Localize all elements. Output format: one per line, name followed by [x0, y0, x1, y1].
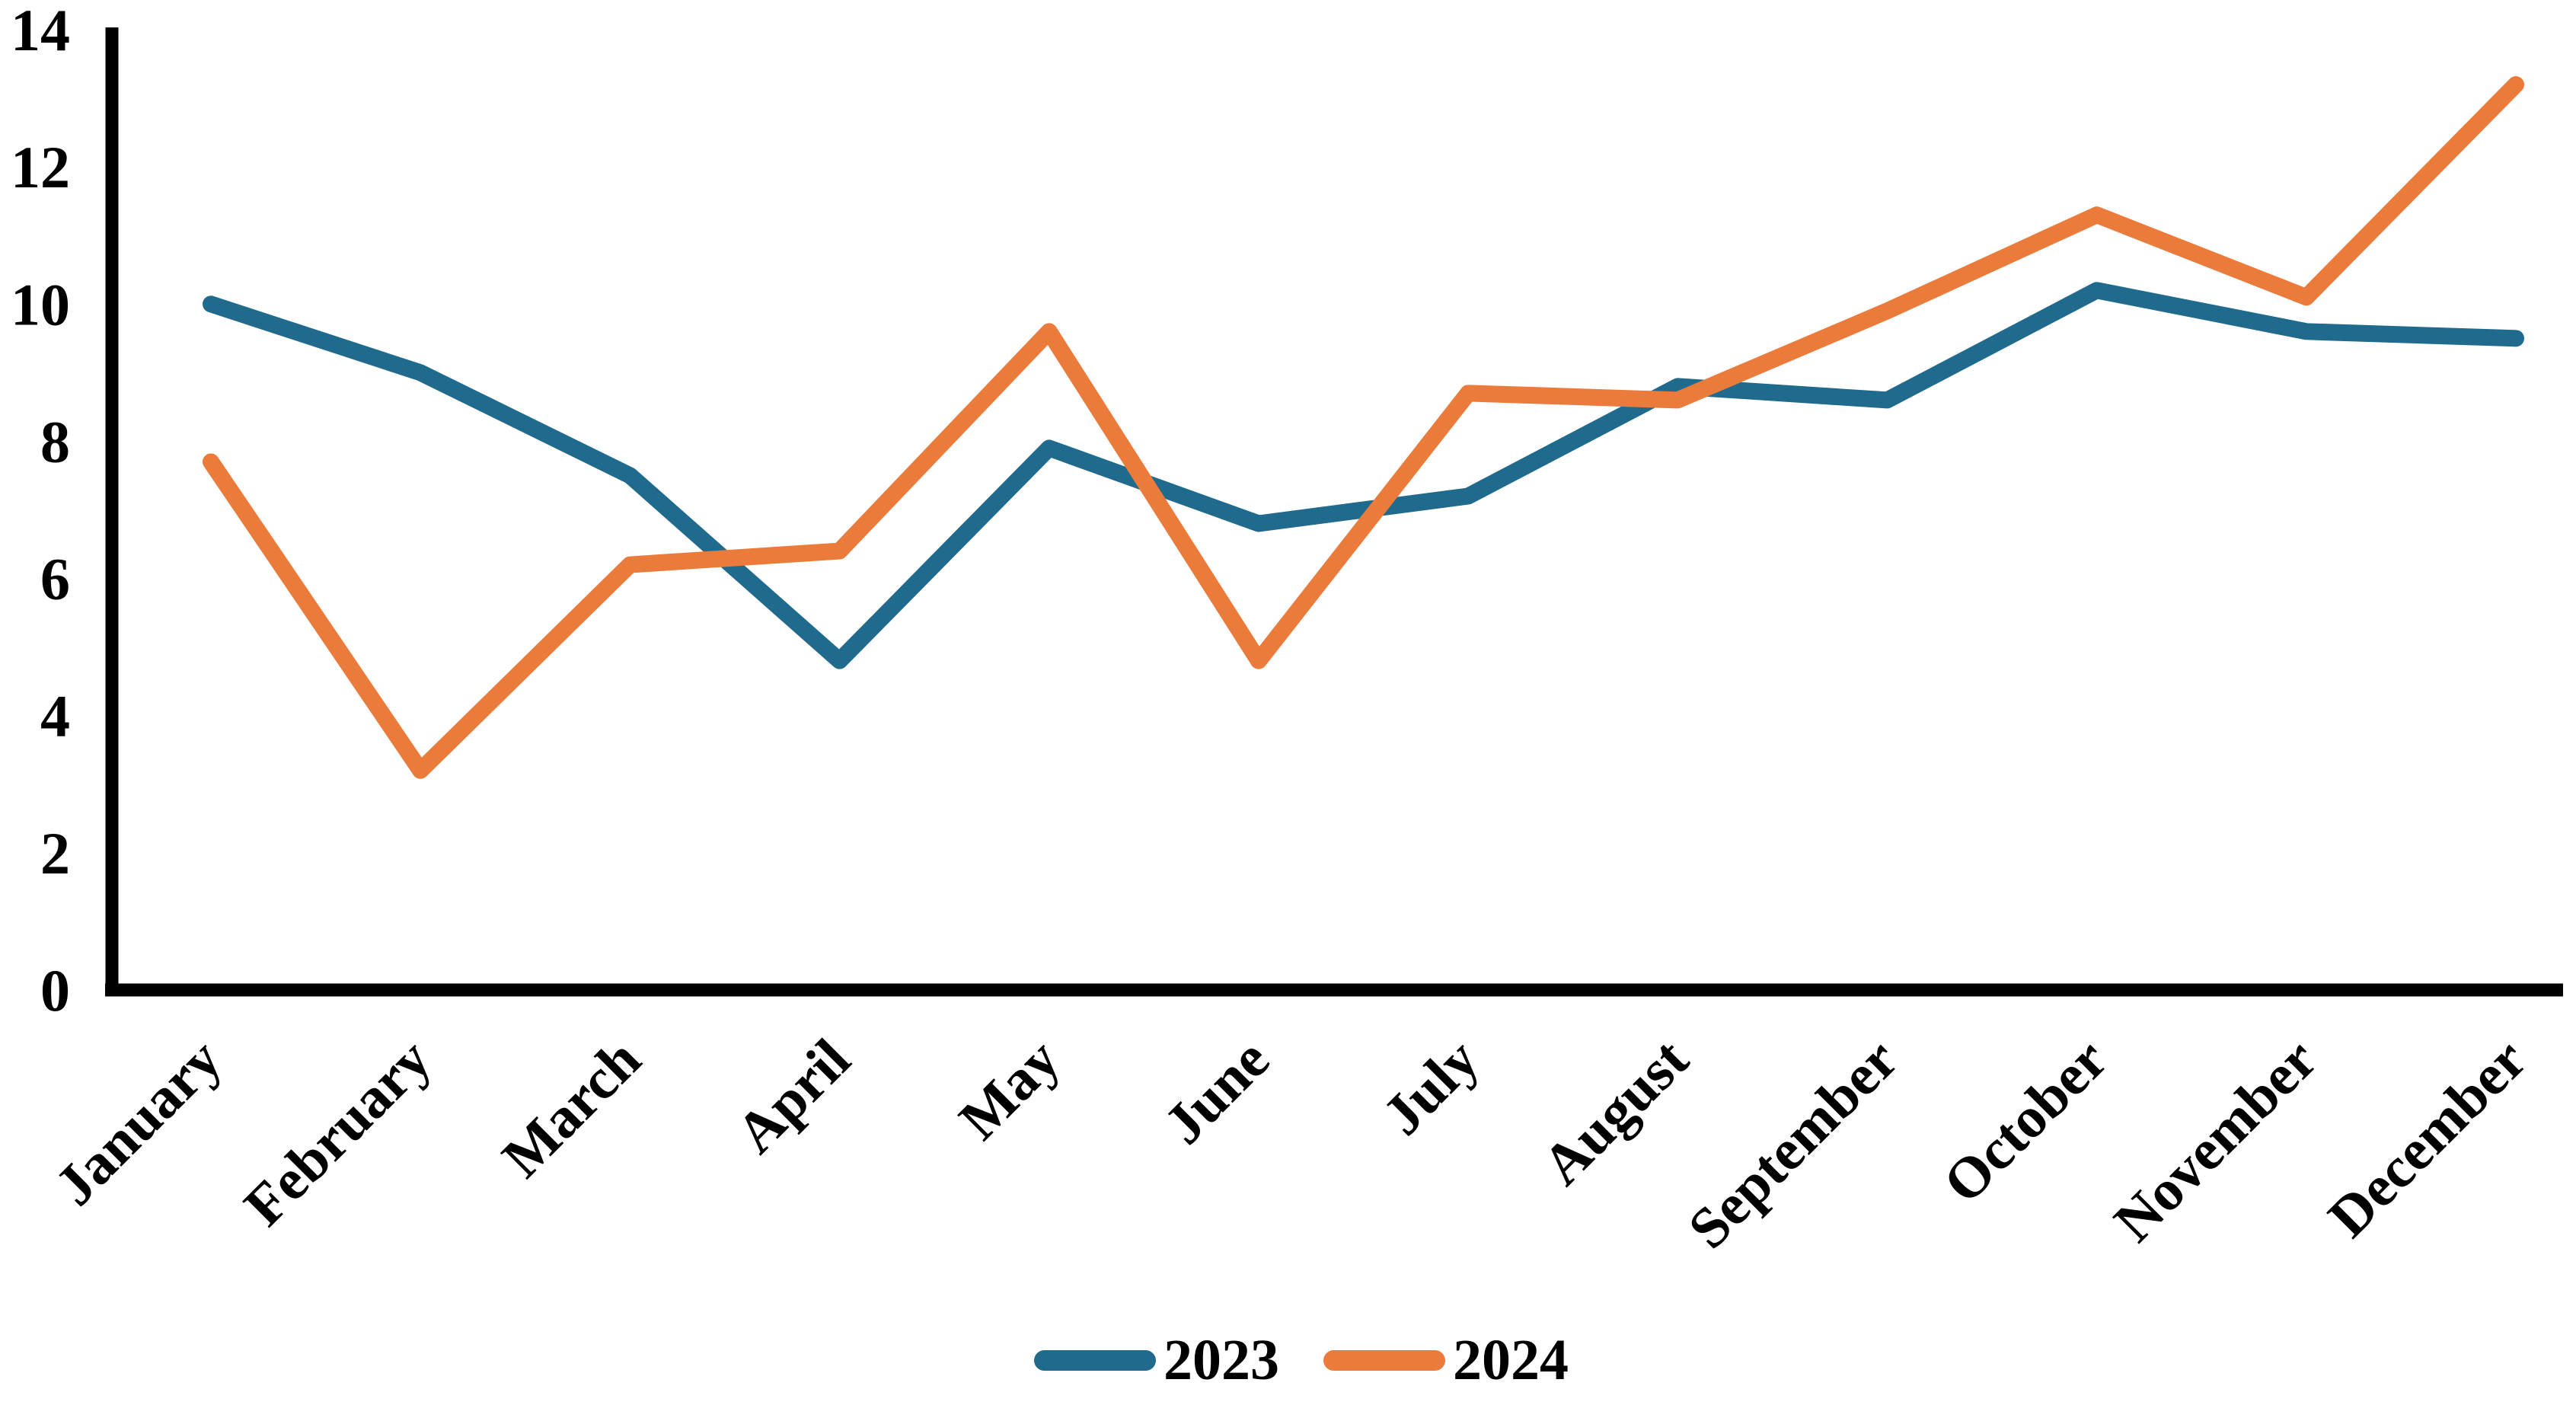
legend-swatch-2024 — [1323, 1349, 1445, 1371]
x-axis-month-label: November — [2102, 1027, 2329, 1254]
y-axis-tick-label: 6 — [40, 546, 70, 612]
legend-label-2024: 2024 — [1453, 1328, 1569, 1392]
legend-item-2023: 2023 — [1034, 1331, 1279, 1389]
x-axis-month-label: February — [232, 1027, 443, 1238]
y-axis-tick-label: 14 — [11, 0, 70, 63]
series-line-2024 — [203, 76, 2524, 779]
x-axis-month-label: October — [1931, 1027, 2119, 1215]
x-axis-month-label: April — [724, 1027, 863, 1166]
x-axis-month-label: June — [1152, 1027, 1282, 1157]
y-axis-tick-label: 2 — [40, 820, 70, 886]
y-axis-tick-label: 12 — [11, 134, 70, 200]
y-axis-tick-label: 10 — [11, 271, 70, 337]
x-axis-month-label: September — [1676, 1027, 1910, 1261]
legend: 2023 2024 — [1034, 1331, 1569, 1389]
x-axis-month-label: May — [947, 1027, 1072, 1152]
legend-swatch-2023 — [1034, 1349, 1156, 1371]
x-axis-month-label: March — [490, 1027, 653, 1190]
series-line-2023 — [203, 282, 2524, 669]
legend-item-2024: 2024 — [1323, 1331, 1569, 1389]
y-axis-tick-label: 4 — [40, 683, 70, 749]
x-axis-month-label: January — [43, 1027, 235, 1218]
y-axis-tick-label: 0 — [40, 957, 70, 1023]
x-axis-month-label: December — [2316, 1027, 2539, 1250]
x-axis-month-label: July — [1371, 1027, 1491, 1148]
y-axis-tick-label: 8 — [40, 408, 70, 474]
legend-label-2023: 2023 — [1164, 1328, 1279, 1392]
x-axis-month-label: August — [1531, 1027, 1701, 1198]
